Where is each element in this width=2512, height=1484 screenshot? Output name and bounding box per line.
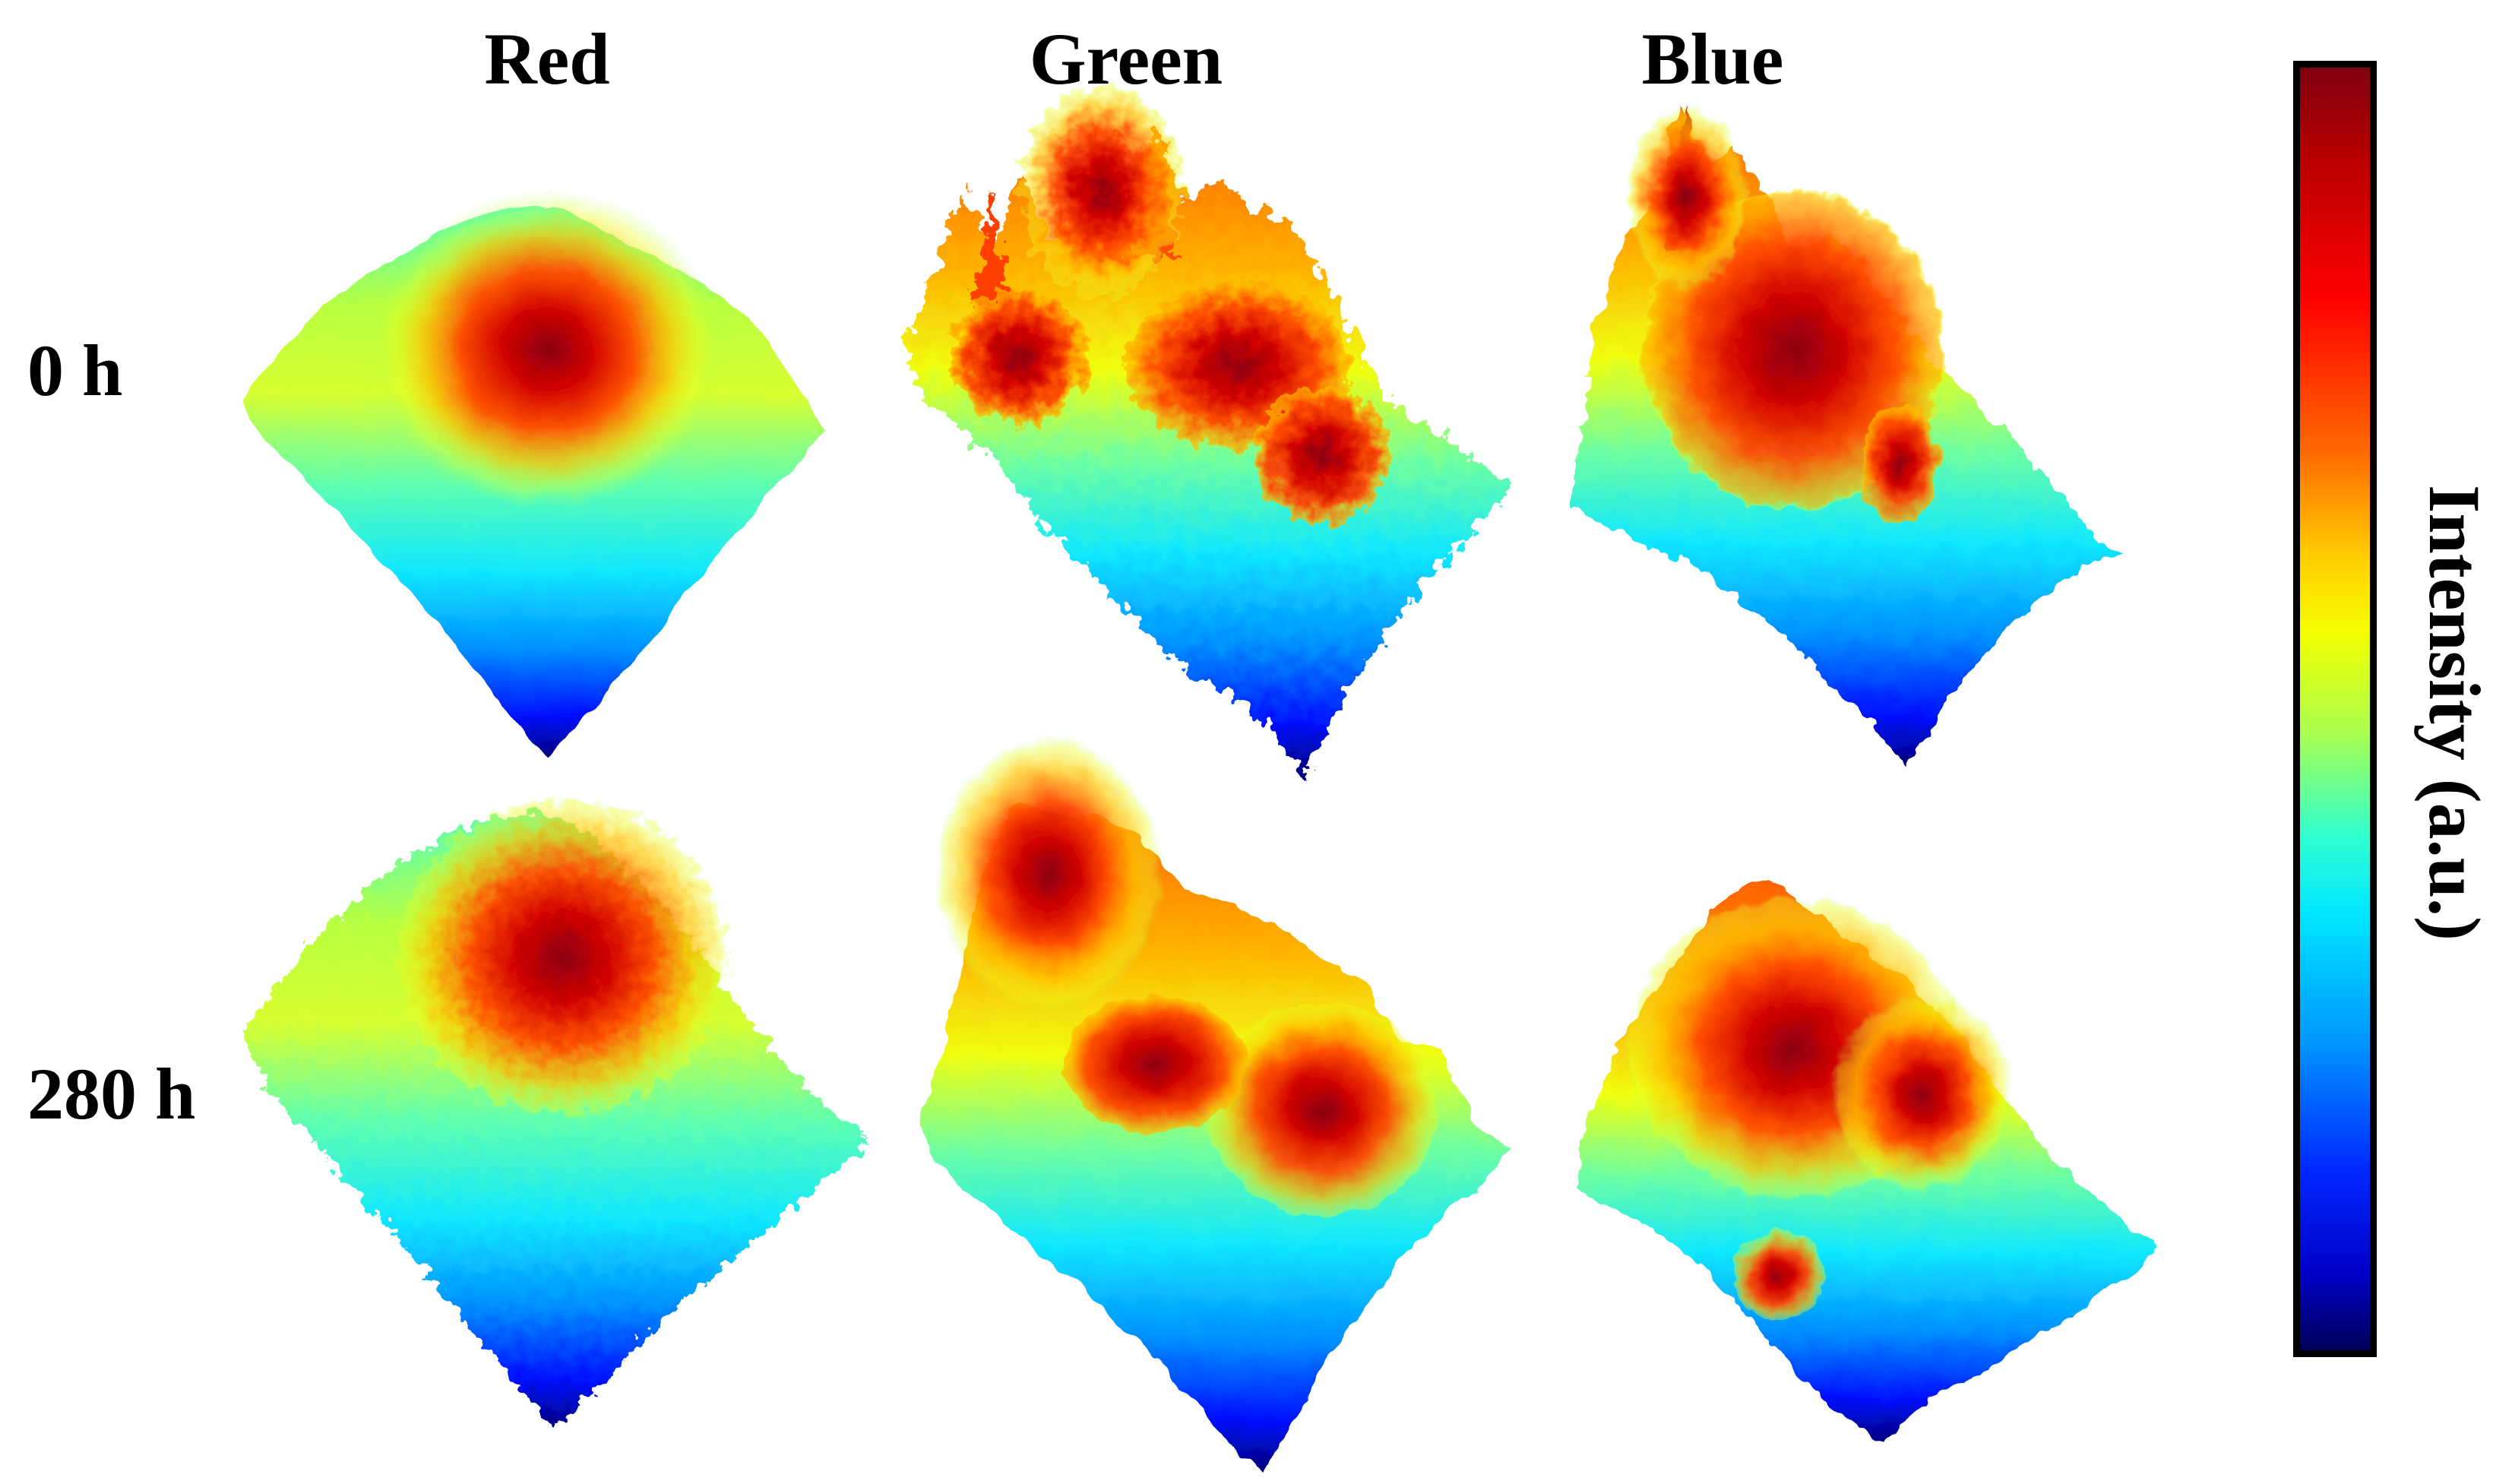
surface-plot-red-0h <box>243 190 828 760</box>
colorbar-title: Intensity (a.u.) <box>2414 484 2495 941</box>
surface-plot-green-280h <box>919 737 1512 1474</box>
surface-plot-red-280h <box>243 798 874 1429</box>
column-label-green: Green <box>1029 18 1223 100</box>
row-label-0h: 0 h <box>27 330 123 411</box>
colorbar <box>2293 61 2377 1357</box>
surface-plot-blue-280h <box>1573 881 2158 1444</box>
colorbar-gradient <box>2293 61 2377 1357</box>
surface-plot-green-0h <box>904 84 1512 775</box>
column-label-blue: Blue <box>1641 18 1784 100</box>
row-label-280h: 280 h <box>27 1053 196 1134</box>
surface-plot-blue-0h <box>1573 106 2120 767</box>
column-label-red: Red <box>484 18 610 100</box>
